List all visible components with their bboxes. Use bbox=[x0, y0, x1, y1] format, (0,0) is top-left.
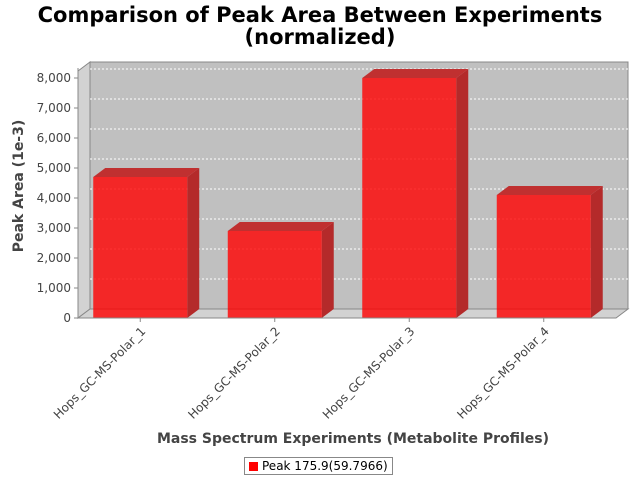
bar-side bbox=[590, 186, 603, 318]
bar-top bbox=[362, 69, 469, 78]
y-tick-label: 4,000 bbox=[37, 191, 71, 205]
bar-side bbox=[187, 168, 200, 318]
x-axis-label: Mass Spectrum Experiments (Metabolite Pr… bbox=[156, 431, 550, 447]
chart-title-line-2: (normalized) bbox=[244, 25, 396, 49]
y-tick-label: 8,000 bbox=[37, 71, 71, 85]
legend-label: Peak 175.9(59.7966) bbox=[262, 459, 388, 473]
bar-side bbox=[456, 69, 469, 318]
y-tick-label: 3,000 bbox=[37, 221, 71, 235]
legend-swatch bbox=[249, 461, 258, 471]
y-tick-label: 2,000 bbox=[37, 251, 71, 265]
bar bbox=[496, 195, 591, 318]
x-tick-label: Hops_GC-MS-Polar_2 bbox=[185, 324, 283, 422]
y-tick-label: 6,000 bbox=[37, 131, 71, 145]
bar bbox=[93, 177, 188, 318]
y-tick-label: 7,000 bbox=[37, 101, 71, 115]
y-tick-label: 5,000 bbox=[37, 161, 71, 175]
y-axis-label: Peak Area (1e-3) bbox=[11, 119, 27, 253]
x-tick-label: Hops_GC-MS-Polar_3 bbox=[320, 324, 418, 422]
bar-top bbox=[496, 186, 603, 195]
bar bbox=[227, 231, 322, 318]
chart-title-line-1: Comparison of Peak Area Between Experime… bbox=[37, 3, 603, 27]
legend: Peak 175.9(59.7966) bbox=[244, 457, 393, 475]
bar-top bbox=[93, 168, 200, 177]
bar-side bbox=[321, 222, 334, 318]
bar bbox=[362, 78, 457, 318]
x-tick-label: Hops_GC-MS-Polar_1 bbox=[51, 324, 149, 422]
bar-top bbox=[227, 222, 334, 231]
x-tick-label: Hops_GC-MS-Polar_4 bbox=[454, 324, 552, 422]
y-tick-label: 0 bbox=[63, 311, 71, 325]
y-tick-label: 1,000 bbox=[37, 281, 71, 295]
plot-left-wall bbox=[77, 61, 91, 319]
